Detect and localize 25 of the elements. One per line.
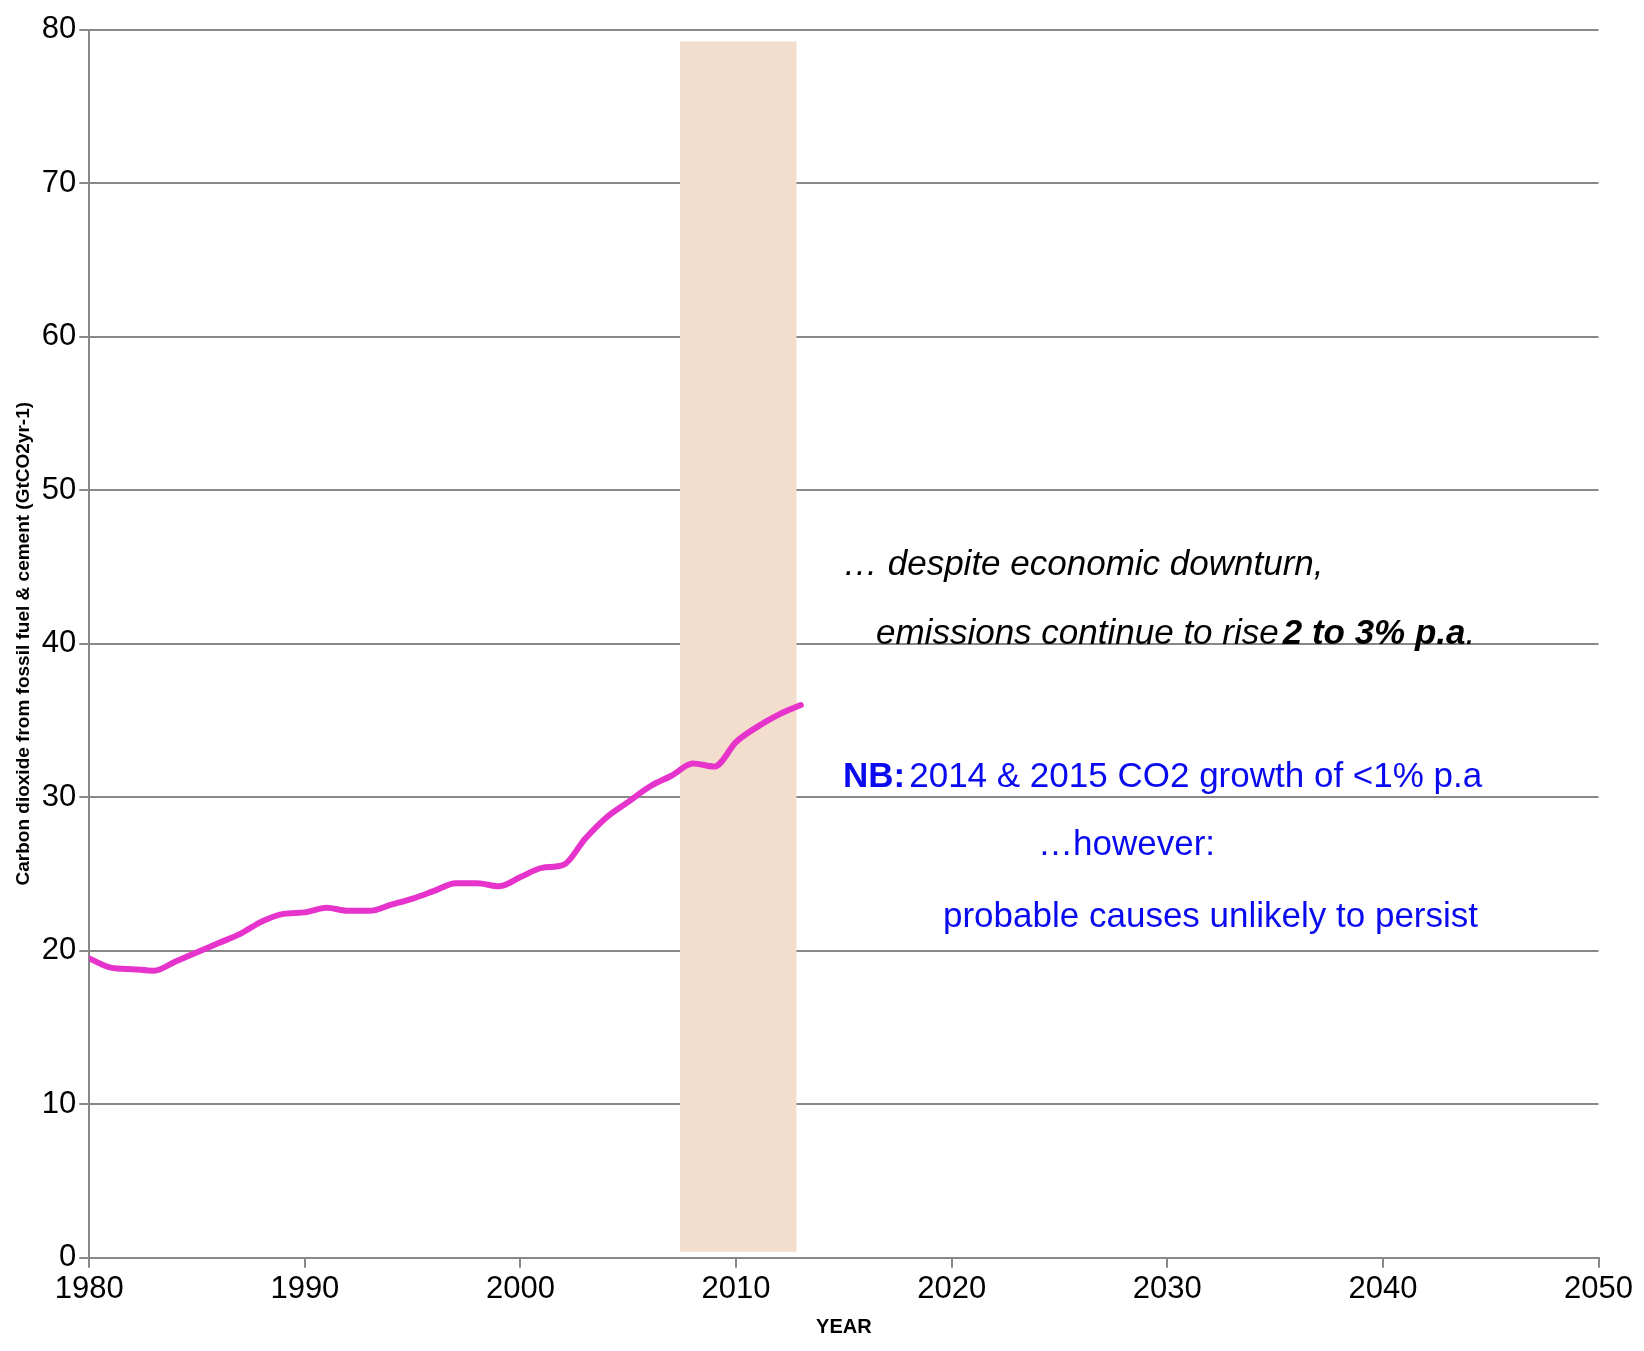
x-tick-label: 2030 <box>1132 1269 1202 1305</box>
annotation: 2014 & 2015 CO2 growth of <1% p.a <box>909 755 1483 794</box>
annotation: …however: <box>1038 823 1216 862</box>
y-tick-label: 50 <box>41 470 77 506</box>
y-tick-label: 30 <box>41 777 77 813</box>
x-tick-label: 2040 <box>1348 1269 1418 1305</box>
x-tick-label: 2020 <box>917 1269 987 1305</box>
x-tick-label: 2010 <box>701 1269 771 1305</box>
annotation: … despite economic downturn, <box>843 543 1324 582</box>
y-tick-label: 70 <box>41 163 77 199</box>
annotation: 2 to 3% p.a <box>1282 612 1466 651</box>
x-axis-title: YEAR <box>816 1314 873 1337</box>
annotation: NB: <box>843 755 906 794</box>
y-tick-label: 20 <box>41 931 77 967</box>
annotation: emissions continue to rise <box>876 612 1279 651</box>
y-tick-label: 80 <box>41 10 77 46</box>
x-tick-label: 1990 <box>270 1269 340 1305</box>
annotation: . <box>1465 612 1476 651</box>
y-axis-title: Carbon dioxide from fossil fuel & cement (GtCO2yr-1) <box>11 401 33 886</box>
x-tick-label: 2050 <box>1564 1269 1633 1305</box>
y-tick-label: 40 <box>41 624 77 660</box>
x-tick-label: 2000 <box>486 1269 555 1305</box>
y-tick-label: 10 <box>41 1084 77 1120</box>
y-tick-label: 60 <box>41 317 77 353</box>
annotation: probable causes unlikely to persist <box>943 895 1479 934</box>
